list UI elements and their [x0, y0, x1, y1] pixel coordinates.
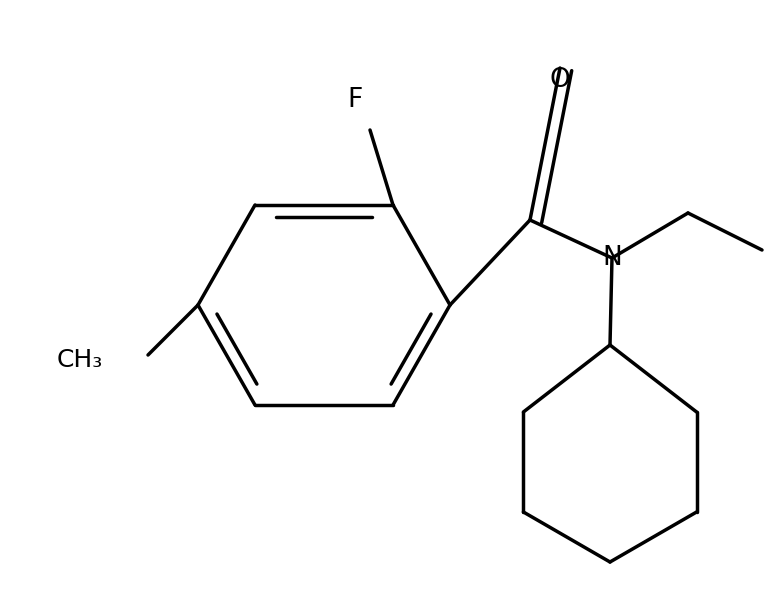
Text: O: O [549, 67, 570, 93]
Text: F: F [348, 87, 362, 113]
Text: N: N [602, 245, 622, 271]
Text: CH₃: CH₃ [57, 348, 103, 372]
